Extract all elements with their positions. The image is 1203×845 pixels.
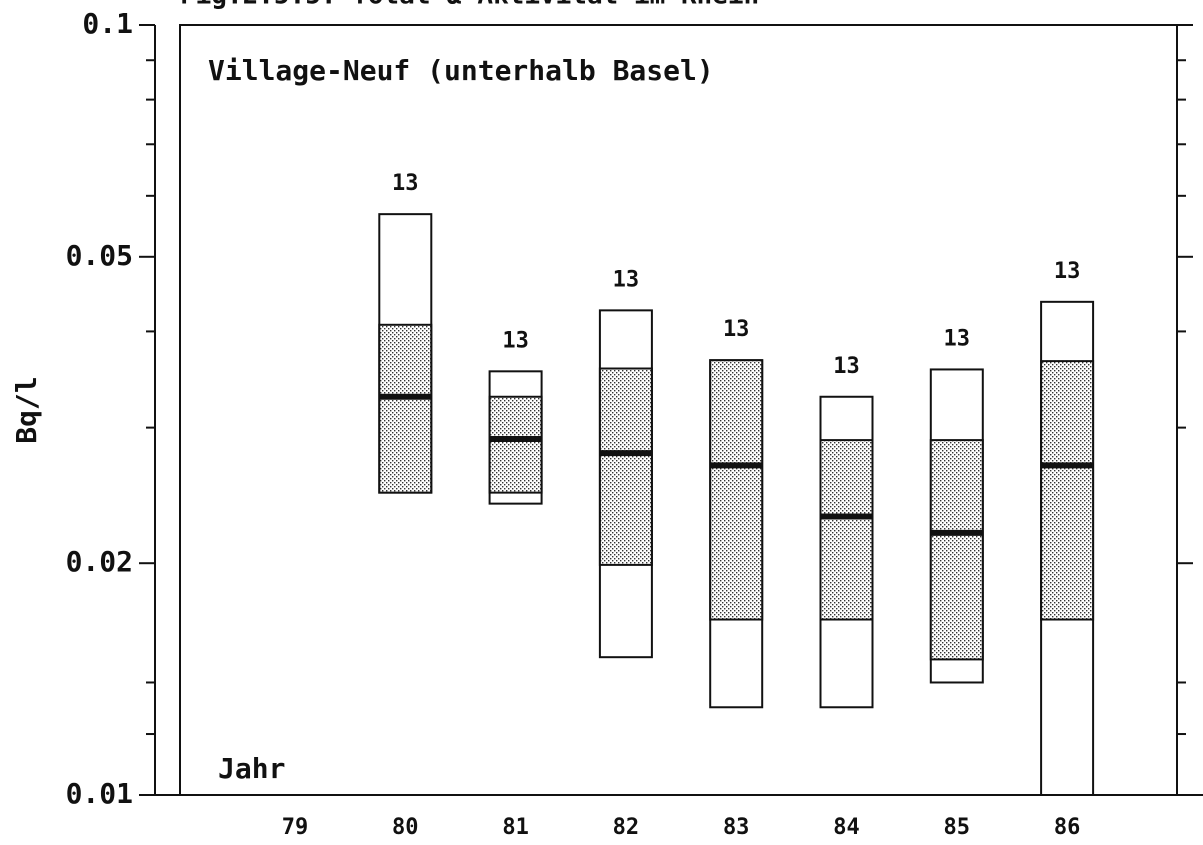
quartile-box xyxy=(598,367,653,566)
x-axis-label: Jahr xyxy=(218,752,285,785)
quartile-box xyxy=(488,395,543,494)
plot-frame xyxy=(179,24,1178,796)
count-label: 13 xyxy=(502,328,529,353)
x-tick-label: 85 xyxy=(944,815,971,840)
quartile-box xyxy=(709,359,764,621)
count-label: 13 xyxy=(944,326,971,351)
y-axis-label: Bq/l xyxy=(10,376,43,443)
count-label: 13 xyxy=(833,354,860,379)
count-label: 13 xyxy=(392,171,419,196)
quartile-box xyxy=(819,439,874,621)
x-tick-label: 80 xyxy=(392,815,419,840)
chart-subtitle: Village-Neuf (unterhalb Basel) xyxy=(208,54,714,87)
y-tick-label: 0.1 xyxy=(82,7,133,40)
quartile-box xyxy=(378,323,433,494)
quartile-box xyxy=(929,439,984,661)
y-tick-label: 0.05 xyxy=(66,239,133,272)
y-tick-label: 0.02 xyxy=(66,545,133,578)
x-tick-label: 86 xyxy=(1054,815,1081,840)
x-tick-label: 83 xyxy=(723,815,750,840)
count-label: 13 xyxy=(723,317,750,342)
count-label: 13 xyxy=(1054,259,1081,284)
count-label: 13 xyxy=(613,267,640,292)
x-tick-label: 82 xyxy=(613,815,640,840)
quartile-box xyxy=(1040,360,1095,621)
x-tick-label: 79 xyxy=(282,815,309,840)
x-tick-label: 84 xyxy=(833,815,860,840)
x-tick-label: 81 xyxy=(502,815,529,840)
y-tick-label: 0.01 xyxy=(66,777,133,810)
chart-title: Fig.2.5.5: Total-α-Aktivität im Rhein xyxy=(180,0,759,11)
